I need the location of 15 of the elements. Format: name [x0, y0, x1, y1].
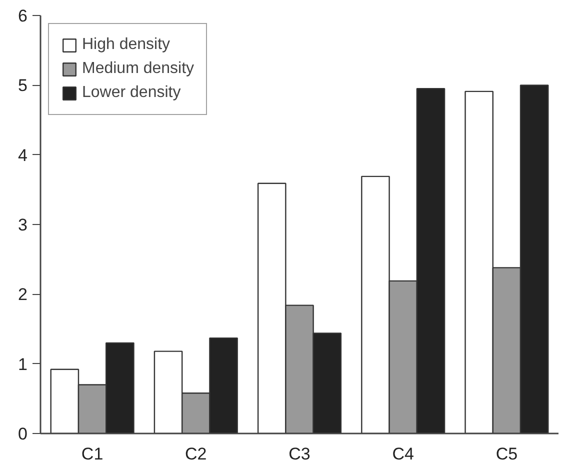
legend-label: Medium density [82, 60, 194, 78]
y-tick-label: 0 [18, 424, 28, 444]
x-tick-label: C2 [185, 444, 207, 464]
y-tick-label: 1 [18, 354, 28, 374]
x-tick-label: C3 [288, 444, 310, 464]
x-tick-label: C5 [496, 444, 518, 464]
y-tick-label: 3 [18, 216, 28, 234]
x-tick-label: C4 [392, 444, 414, 464]
x-tick-label: C1 [81, 444, 104, 464]
y-tick-label: 6 [18, 6, 28, 26]
y-tick-label: 2 [18, 285, 28, 304]
legend-label: Lower density [82, 84, 181, 102]
y-tick-label: 5 [18, 76, 28, 96]
y-tick-label: 4 [18, 146, 28, 165]
legend-label: High density [82, 36, 170, 54]
